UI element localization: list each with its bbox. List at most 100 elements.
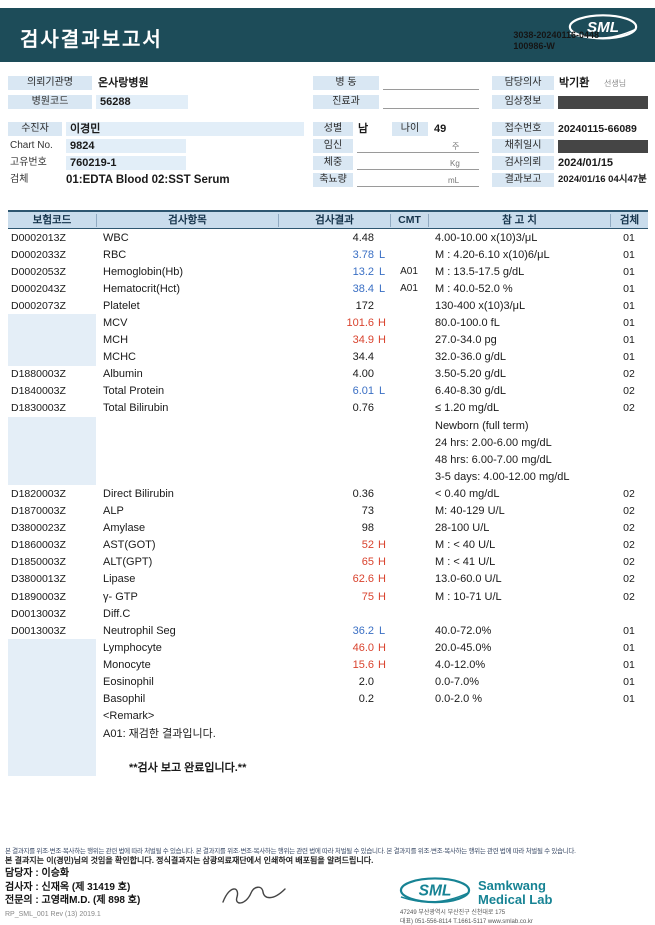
- insurance-code-cell: [8, 417, 96, 435]
- result-value-cell: 15.6: [352, 658, 374, 671]
- requesting-org-label: 의뢰기관명: [8, 76, 92, 90]
- specimen-value: 01:EDTA Blood 02:SST Serum: [66, 174, 230, 186]
- table-row: D3800023Z Amylase 98 28-100 U/L 02: [8, 520, 648, 537]
- insurance-code-cell: [8, 741, 96, 759]
- reference-range-cell: 48 hrs: 6.00-7.00 mg/dL: [435, 453, 552, 466]
- table-row: D3800013Z Lipase 62.6 H 13.0-60.0 U/L 02: [8, 571, 648, 588]
- reference-range-cell: 20.0-45.0%: [435, 641, 492, 654]
- specimen-code-cell: 02: [623, 505, 635, 518]
- result-value-cell: 34.4: [352, 351, 374, 364]
- table-row: MCH 34.9 H 27.0-34.0 pg 01: [8, 331, 648, 349]
- result-flag-cell: H: [378, 590, 386, 603]
- collection-datetime-label: 채취일시: [492, 139, 554, 153]
- specialist-label: 전문의 :: [5, 895, 39, 906]
- specimen-code-cell: 01: [623, 299, 635, 312]
- specimen-code-cell: 02: [623, 522, 635, 535]
- receipt-no-label: 접수번호: [492, 122, 554, 136]
- insurance-code-cell: [8, 468, 96, 486]
- table-row: D1870003Z ALP 73 M: 40-129 U/L 02: [8, 503, 648, 520]
- report-datetime-value: 2024/01/16 04시47분: [558, 174, 647, 185]
- doctor-suffix: 선생님: [604, 79, 627, 88]
- reference-range-cell: 6.40-8.30 g/dL: [435, 385, 506, 398]
- clinical-info-label: 임상정보: [492, 95, 554, 109]
- department-value-empty: [383, 95, 479, 109]
- table-row: Basophil 0.2 0.0-2.0 % 01: [8, 690, 648, 708]
- result-flag-cell: H: [378, 641, 386, 654]
- reference-range-cell: 24 hrs: 2.00-6.00 mg/dL: [435, 436, 552, 449]
- specimen-code-cell: 01: [623, 675, 635, 688]
- examiner-name: 신재옥 (제 31419 호): [41, 881, 131, 893]
- result-flag-cell: L: [378, 282, 386, 295]
- table-row: [8, 741, 648, 759]
- sml-logo-footer: SML Samkwang Medical Lab: [398, 876, 552, 909]
- unique-no-label: 고유번호: [10, 157, 47, 168]
- test-name-cell: Hemoglobin(Hb): [103, 265, 184, 278]
- table-row: D1840003Z Total Protein 6.01 L 6.40-8.30 g/d…: [8, 383, 648, 400]
- insurance-code-cell: D0002013Z: [11, 231, 66, 244]
- specimen-code-cell: 01: [623, 265, 635, 278]
- specimen-code-cell: 01: [623, 658, 635, 671]
- table-row: MCHC 34.4 32.0-36.0 g/dL 01: [8, 348, 648, 366]
- table-row: Lymphocyte 46.0 H 20.0-45.0% 01: [8, 639, 648, 657]
- insurance-code-cell: [8, 639, 96, 657]
- result-flag-cell: H: [378, 573, 386, 586]
- header-result: 검사결과: [278, 213, 390, 227]
- insurance-code-cell: [8, 434, 96, 452]
- examiner-label: 검사자 :: [5, 881, 39, 893]
- test-name-cell: Monocyte: [103, 658, 151, 671]
- specimen-code-cell: 01: [623, 693, 635, 706]
- reference-range-cell: 0.0-2.0 %: [435, 693, 483, 706]
- test-name-cell: Albumin: [103, 368, 143, 381]
- result-flag-cell: H: [378, 317, 386, 330]
- result-flag-cell: L: [378, 248, 386, 261]
- specimen-code-cell: 02: [623, 590, 635, 603]
- svg-text:SML: SML: [587, 19, 619, 36]
- insurance-code-cell: D3800023Z: [11, 522, 66, 535]
- table-row: D0002033Z RBC 3.78 L M : 4.20-6.10 x(10)6/μL…: [8, 246, 648, 263]
- pregnancy-label: 임신: [313, 139, 353, 153]
- cmt-cell: A01: [400, 283, 418, 295]
- table-row: 48 hrs: 6.00-7.00 mg/dL: [8, 451, 648, 469]
- specimen-code-cell: 02: [623, 402, 635, 415]
- examiner-line: 검사자 : 신재옥 (제 31419 호): [5, 881, 140, 895]
- insurance-code-cell: D0002053Z: [11, 265, 66, 278]
- insurance-code-cell: [8, 451, 96, 469]
- ward-value-empty: [383, 76, 479, 90]
- test-name-cell: RBC: [103, 248, 127, 261]
- insurance-code-cell: D0002043Z: [11, 282, 66, 295]
- table-row: D1880003Z Albumin 4.00 3.50-5.20 g/dL 02: [8, 366, 648, 383]
- ward-label: 병 동: [313, 76, 379, 90]
- table-row: A01: 재검한 결과입니다.: [8, 724, 648, 742]
- specimen-code-cell: 01: [623, 351, 635, 364]
- chart-no-label: Chart No.: [10, 140, 53, 151]
- result-flag-cell: H: [378, 658, 386, 671]
- report-title: 검사결과보고서: [20, 29, 163, 51]
- reference-range-cell: < 0.40 mg/dL: [435, 487, 500, 500]
- insurance-code-cell: D1870003Z: [11, 505, 66, 518]
- weight-unit: Kg: [450, 159, 460, 168]
- company-address-line2: 대표) 051-556-8114 T.1661-5117 www.smlab.c…: [400, 919, 533, 925]
- table-row: 24 hrs: 2.00-6.00 mg/dL: [8, 434, 648, 452]
- reference-range-cell: 32.0-36.0 g/dL: [435, 351, 506, 364]
- svg-text:SML: SML: [419, 882, 452, 899]
- manager-line: 담당자 : 이승화: [5, 867, 140, 881]
- result-value-cell: 34.9: [352, 334, 374, 347]
- specialist-line: 전문의 : 고영래M.D. (제 898 호): [5, 894, 140, 908]
- reference-range-cell: Newborn (full term): [435, 419, 529, 432]
- test-name-cell: Total Protein: [103, 385, 165, 398]
- request-date-value: 2024/01/15: [558, 157, 614, 169]
- cmt-cell: A01: [400, 266, 418, 278]
- table-row: D0002043Z Hematocrit(Hct) 38.4 L A01 M : 40.0…: [8, 280, 648, 297]
- requesting-org-value: 온사랑병원: [98, 77, 149, 89]
- header-specimen: 검체: [610, 213, 648, 227]
- specimen-code-cell: 02: [623, 539, 635, 552]
- result-value-cell: 0.36: [352, 487, 374, 500]
- reference-range-cell: M : < 40 U/L: [435, 539, 496, 552]
- reference-range-cell: M : 10-71 U/L: [435, 590, 502, 603]
- report-complete-message: **검사 보고 완료입니다.**: [129, 762, 247, 775]
- specimen-code-cell: 01: [623, 334, 635, 347]
- reference-range-cell: 28-100 U/L: [435, 522, 490, 535]
- insurance-code-cell: D0013003Z: [11, 607, 66, 620]
- result-flag-cell: H: [378, 556, 386, 569]
